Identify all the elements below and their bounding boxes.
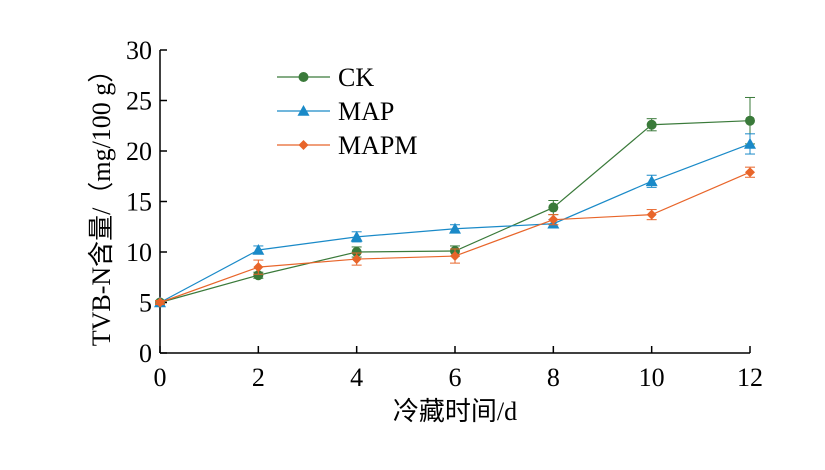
series-line xyxy=(159,171,751,304)
data-point xyxy=(548,202,559,213)
y-tick-label: 20 xyxy=(126,137,152,166)
x-tick-label: 12 xyxy=(737,363,763,392)
y-tick-label: 30 xyxy=(126,36,152,65)
x-tick-label: 6 xyxy=(449,363,462,392)
data-point xyxy=(350,230,363,242)
legend-marker xyxy=(298,72,309,82)
series-map xyxy=(154,133,756,308)
legend: CK MAP MAPM xyxy=(277,63,417,160)
data-point xyxy=(155,297,165,308)
data-point xyxy=(745,167,755,178)
y-tick-label: 10 xyxy=(126,238,152,267)
y-axis-title: TVB-N含量/（mg/100 g） xyxy=(87,57,116,347)
data-point xyxy=(646,119,657,130)
x-tick-label: 0 xyxy=(154,363,167,392)
series-layer xyxy=(154,96,756,308)
data-point xyxy=(253,262,264,273)
data-point xyxy=(744,137,756,149)
data-point xyxy=(253,270,264,281)
data-point xyxy=(450,251,460,262)
y-tick-label: 15 xyxy=(126,188,152,217)
legend-marker xyxy=(297,105,310,116)
legend-item-mapm: MAPM xyxy=(277,131,417,160)
legend-label: MAP xyxy=(338,97,394,126)
y-tick-label: 25 xyxy=(126,87,152,116)
x-axis-title: 冷藏时间/d xyxy=(393,397,517,426)
data-point xyxy=(548,214,559,225)
legend-item-map: MAP xyxy=(277,97,394,126)
data-point xyxy=(351,247,362,257)
legend-marker xyxy=(298,140,309,150)
y-tick-label: 0 xyxy=(139,339,152,368)
data-point xyxy=(449,222,461,234)
data-point xyxy=(745,115,755,126)
x-tick-label: 10 xyxy=(639,363,665,392)
data-point xyxy=(646,209,657,220)
legend-item-ck: CK xyxy=(277,63,374,92)
data-point xyxy=(645,175,658,187)
axes: 0 5 10 15 20 25 30 0 2 4 6 8 10 12 xyxy=(126,36,763,392)
series-mapm xyxy=(155,166,755,308)
series-ck xyxy=(155,96,755,308)
data-point xyxy=(351,254,362,265)
x-tick-label: 8 xyxy=(547,363,560,392)
legend-label: MAPM xyxy=(338,131,417,160)
x-tick-label: 2 xyxy=(252,363,265,392)
series-line xyxy=(159,120,751,304)
legend-label: CK xyxy=(338,63,374,92)
y-tick-label: 5 xyxy=(139,289,152,318)
x-tick-label: 4 xyxy=(350,363,363,392)
data-point xyxy=(252,243,265,255)
